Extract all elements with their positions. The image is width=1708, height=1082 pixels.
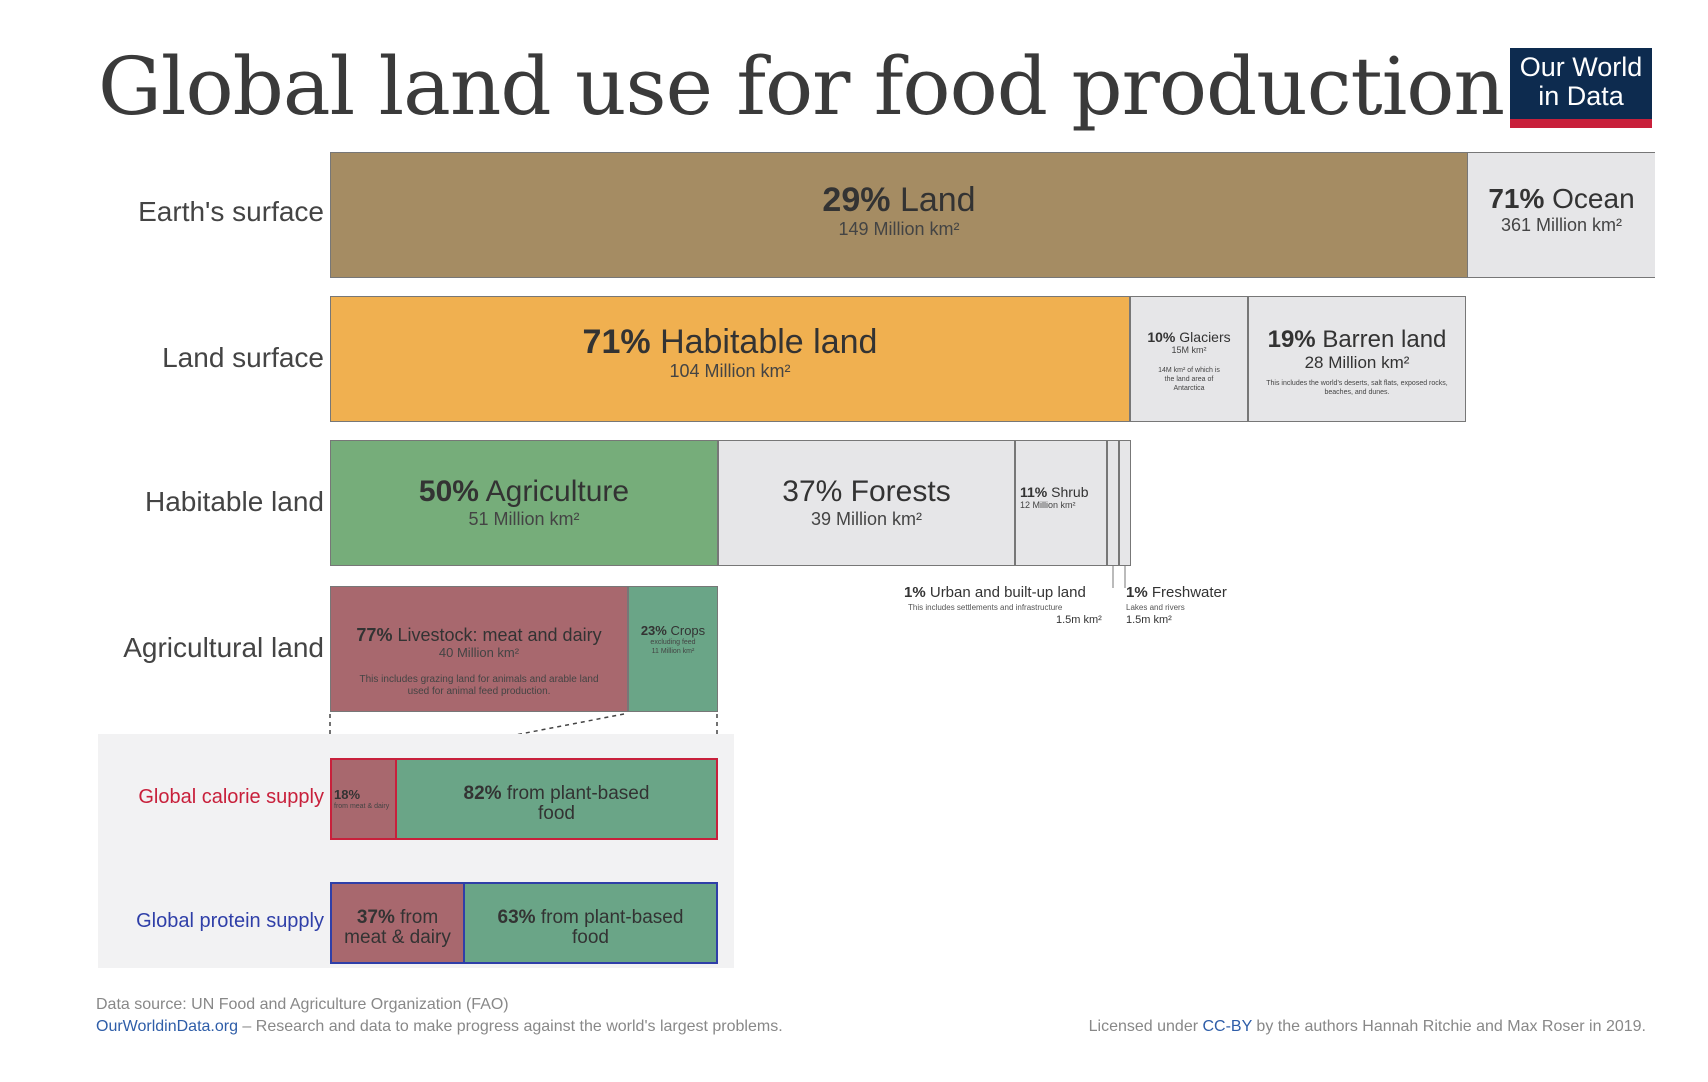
segment-forests-pct: 37% xyxy=(782,475,843,508)
footer-license: Licensed under CC-BY by the authors Hann… xyxy=(1089,1018,1646,1036)
segment-glaciers-pct: 10% xyxy=(1147,329,1176,345)
segment-crops-area: 11 Million km² xyxy=(651,648,695,655)
segment-barren-land: 19% Barren land 28 Million km² This incl… xyxy=(1248,296,1466,422)
segment-barren-name: Barren land xyxy=(1322,326,1447,353)
segment-habitable-name: Habitable land xyxy=(660,323,878,361)
segment-glaciers-area: 15M km² xyxy=(1171,345,1207,355)
calorie-plant-name: from plant-based food xyxy=(506,783,650,824)
segment-forests: 37% Forests 39 Million km² xyxy=(718,440,1015,566)
segment-forests-area: 39 Million km² xyxy=(810,509,923,529)
footer-site-link[interactable]: OurWorldinData.org xyxy=(96,1018,238,1035)
segment-livestock-note: This includes grazing land for animals a… xyxy=(359,674,599,697)
freshwater-area: 1.5m km² xyxy=(1126,614,1172,626)
owid-logo: Our World in Data xyxy=(1510,48,1652,128)
row-label-agricultural-land: Agricultural land xyxy=(123,632,324,663)
protein-meat-name: from meat & dairy xyxy=(344,907,451,948)
calorie-meat-name: from meat & dairy xyxy=(334,803,390,810)
segment-shrub-area: 12 Million km² xyxy=(1020,500,1076,510)
segment-barren-pct: 19% xyxy=(1267,326,1316,353)
footer-license-pre: Licensed under xyxy=(1088,1018,1203,1035)
segment-crops-note: excluding feed xyxy=(650,639,696,646)
segment-crops-name: Crops xyxy=(670,623,706,638)
segment-agriculture-pct: 50% xyxy=(418,475,479,508)
protein-plant-pct: 63% xyxy=(497,907,536,928)
segment-agriculture-area: 51 Million km² xyxy=(468,509,580,529)
segment-habitable-pct: 71% xyxy=(582,323,651,361)
protein-plant-segment: 63% from plant-based food xyxy=(464,882,718,964)
urban-name: Urban and built-up land xyxy=(929,584,1086,601)
segment-agriculture-name: Agriculture xyxy=(485,475,630,508)
protein-meat-pct: 37% xyxy=(356,907,395,928)
segment-urban xyxy=(1107,440,1119,566)
urban-label: 1% Urban and built-up land xyxy=(904,584,1086,601)
calorie-plant-pct: 82% xyxy=(463,783,502,804)
footer-license-post: by the authors Hannah Ritchie and Max Ro… xyxy=(1251,1018,1646,1035)
logo-line-1: Our World xyxy=(1519,52,1643,82)
row-label-land-surface: Land surface xyxy=(162,342,324,373)
segment-ocean: 71% Ocean 361 Million km² xyxy=(1467,152,1655,278)
calorie-meat-segment: 18% from meat & dairy xyxy=(330,758,396,840)
protein-supply-label: Global protein supply xyxy=(136,910,324,932)
segment-ocean-area: 361 Million km² xyxy=(1500,215,1623,235)
segment-ocean-pct: 71% xyxy=(1488,183,1545,214)
urban-pct: 1% xyxy=(904,584,926,601)
segment-shrub: 11% Shrub 12 Million km² xyxy=(1015,440,1107,566)
segment-ocean-name: Ocean xyxy=(1552,183,1635,214)
urban-note: This includes settlements and infrastruc… xyxy=(908,603,1063,612)
calorie-supply-label: Global calorie supply xyxy=(138,786,324,808)
protein-plant-name: from plant-based food xyxy=(540,907,684,948)
segment-land-area: 149 Million km² xyxy=(838,219,960,239)
segment-habitable-area: 104 Million km² xyxy=(669,361,791,381)
segment-crops-pct: 23% xyxy=(640,623,667,638)
footer-site-line: OurWorldinData.org – Research and data t… xyxy=(96,1018,783,1036)
segment-shrub-pct: 11% xyxy=(1020,484,1048,500)
freshwater-label: 1% Freshwater xyxy=(1126,584,1227,601)
footer-license-link[interactable]: CC-BY xyxy=(1202,1018,1252,1035)
protein-meat-segment: 37% from meat & dairy xyxy=(330,882,464,964)
calorie-plant-segment: 82% from plant-based food xyxy=(396,758,718,840)
segment-land: 29% Land 149 Million km² xyxy=(330,152,1468,278)
segment-freshwater xyxy=(1119,440,1131,566)
footer-source: Data source: UN Food and Agriculture Org… xyxy=(96,996,509,1013)
freshwater-name: Freshwater xyxy=(1151,584,1227,601)
row-label-earth-surface: Earth's surface xyxy=(138,196,324,227)
segment-agriculture: 50% Agriculture 51 Million km² xyxy=(330,440,718,566)
segment-livestock-pct: 77% xyxy=(356,625,393,645)
footer-tagline: – Research and data to make progress aga… xyxy=(237,1018,783,1035)
logo-line-2: in Data xyxy=(1538,81,1624,111)
urban-area: 1.5m km² xyxy=(1056,614,1102,626)
segment-forests-name: Forests xyxy=(850,475,951,508)
chart-title: Global land use for food production xyxy=(98,40,1505,133)
segment-glaciers-note: 14M km² of which is the land area of Ant… xyxy=(1158,367,1220,392)
calorie-meat-pct: 18% xyxy=(334,787,361,802)
freshwater-pct: 1% xyxy=(1126,584,1148,601)
segment-glaciers: 10% Glaciers 15M km² 14M km² of which is… xyxy=(1130,296,1248,422)
row-label-habitable-land: Habitable land xyxy=(144,486,324,517)
segment-barren-area: 28 Million km² xyxy=(1304,353,1410,372)
segment-shrub-name: Shrub xyxy=(1051,484,1089,500)
segment-land-name: Land xyxy=(899,181,976,219)
segment-barren-note: This includes the world's deserts, salt … xyxy=(1266,380,1448,396)
segment-land-pct: 29% xyxy=(822,181,891,219)
segment-livestock-area: 40 Million km² xyxy=(438,645,520,660)
freshwater-note: Lakes and rivers xyxy=(1126,603,1185,612)
segment-glaciers-name: Glaciers xyxy=(1179,329,1231,345)
segment-livestock: 77% Livestock: meat and dairy 40 Million… xyxy=(330,586,628,712)
segment-livestock-name: Livestock: meat and dairy xyxy=(397,625,602,645)
segment-habitable-land: 71% Habitable land 104 Million km² xyxy=(330,296,1130,422)
segment-crops: 23% Crops excluding feed 11 Million km² xyxy=(628,586,718,712)
